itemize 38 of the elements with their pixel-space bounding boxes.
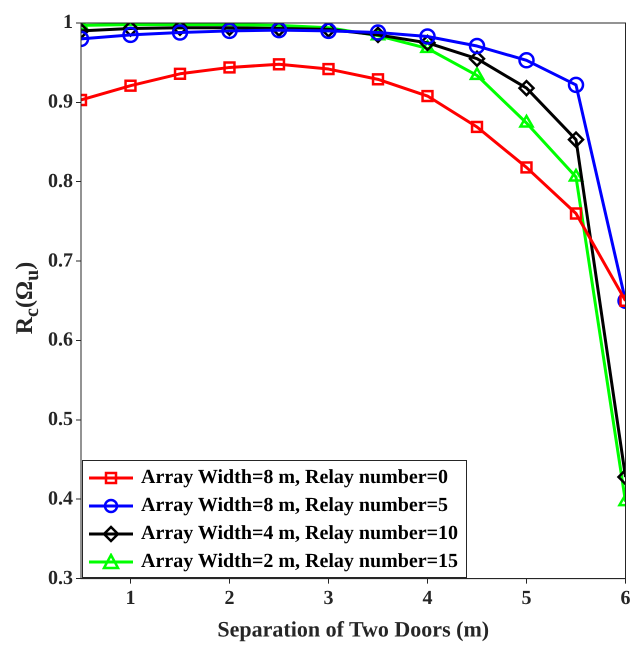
x-tick-label: 5 — [522, 586, 532, 609]
y-tick-label: 0.8 — [48, 170, 73, 192]
point — [419, 28, 436, 45]
y-tick-label: 0.6 — [48, 328, 73, 351]
point — [322, 62, 335, 76]
point — [570, 207, 582, 220]
legend-label: Array Width=8 m, Relay number=0 — [141, 466, 448, 488]
y-tick-label: 0.5 — [48, 408, 73, 430]
point — [568, 131, 584, 148]
point — [568, 76, 584, 94]
point — [272, 58, 286, 70]
point — [122, 26, 139, 44]
x-tick-label: 2 — [224, 586, 234, 609]
point — [520, 161, 533, 174]
point — [223, 61, 236, 74]
y-tick-label: 0.7 — [48, 249, 73, 272]
point — [468, 38, 486, 54]
point — [518, 52, 535, 69]
x-tick-label: 4 — [422, 586, 432, 609]
x-tick-label: 6 — [620, 586, 630, 609]
point — [470, 120, 484, 134]
point — [518, 80, 535, 96]
y-tick-label: 0.4 — [48, 487, 73, 510]
x-tick-label: 3 — [324, 586, 334, 609]
point — [174, 68, 186, 80]
legend-label: Array Width=2 m, Relay number=15 — [141, 550, 458, 572]
point — [221, 23, 238, 40]
legend-label: Array Width=8 m, Relay number=5 — [141, 494, 448, 516]
y-tick-label: 1 — [63, 11, 73, 34]
y-tick-label: 0.3 — [48, 566, 73, 589]
point — [172, 24, 188, 41]
y-tick-label: 0.9 — [48, 90, 73, 113]
point — [124, 80, 137, 92]
x-tick-label: 1 — [126, 586, 136, 609]
legend-label: Array Width=4 m, Relay number=10 — [141, 522, 458, 544]
x-axis-title: Separation of Two Doors (m) — [217, 616, 490, 642]
point — [421, 90, 434, 102]
point — [372, 73, 384, 86]
